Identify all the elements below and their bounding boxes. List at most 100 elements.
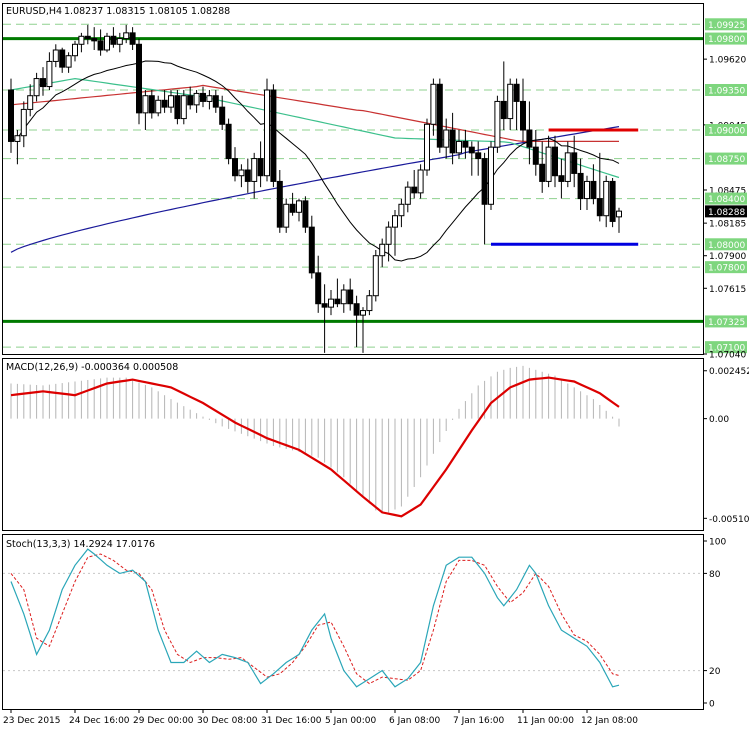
candle xyxy=(558,158,565,199)
bear-candle-body xyxy=(148,95,155,114)
price-level-tag: 1.07800 xyxy=(708,264,745,274)
candle xyxy=(449,112,456,165)
candle xyxy=(20,101,27,148)
bull-candle-body xyxy=(14,135,21,142)
bull-candle-body xyxy=(443,129,450,148)
bull-candle-body xyxy=(264,89,270,177)
bull-candle-body xyxy=(180,95,187,120)
bull-candle-body xyxy=(372,255,379,297)
bull-candle-body xyxy=(65,55,72,68)
bear-candle-body xyxy=(571,152,578,174)
bull-candle-body xyxy=(392,215,398,228)
bear-candle-body xyxy=(59,49,66,68)
bull-candle-body xyxy=(20,108,27,137)
bull-candle-body xyxy=(104,35,110,51)
candle xyxy=(436,78,443,153)
time-tick-label: 5 Jan 00:00 xyxy=(325,716,377,726)
bear-candle-body xyxy=(212,95,219,108)
candle xyxy=(430,78,437,136)
candle xyxy=(379,238,386,268)
candle xyxy=(289,192,296,216)
bull-candle-body xyxy=(545,146,552,182)
bear-candle-body xyxy=(596,198,603,217)
candle xyxy=(110,27,117,48)
bear-candle-body xyxy=(232,158,238,177)
candle xyxy=(174,90,181,125)
candle xyxy=(411,170,418,199)
bear-candle-body xyxy=(174,95,181,120)
bear-candle-body xyxy=(276,180,283,228)
bear-candle-body xyxy=(308,226,315,274)
candle xyxy=(136,38,142,125)
candle xyxy=(296,198,302,222)
price-level-tag-bg xyxy=(705,32,747,45)
bear-candle-body xyxy=(520,100,526,131)
bull-candle-body xyxy=(417,169,424,194)
macd-signal-line xyxy=(10,376,620,518)
bull-candle-body xyxy=(366,295,373,312)
time-tick-label: 12 Jan 08:00 xyxy=(581,716,638,726)
candle xyxy=(552,135,558,188)
candle xyxy=(276,170,283,233)
candle xyxy=(513,78,520,130)
bull-candle-body xyxy=(564,152,571,182)
candle xyxy=(78,32,85,53)
candle xyxy=(392,210,398,256)
price-level-tag-bg xyxy=(705,341,747,354)
candle xyxy=(315,255,322,313)
bear-candle-body xyxy=(91,38,98,42)
candle xyxy=(526,101,533,165)
price-level-tag-bg xyxy=(705,18,747,31)
bear-candle-body xyxy=(84,35,91,40)
stoch-layers xyxy=(3,548,703,688)
price-tick-label: 1.09620 xyxy=(709,56,746,66)
candle xyxy=(46,52,53,90)
candle xyxy=(603,175,610,228)
price-tick-label: 1.07040 xyxy=(709,351,746,361)
candle xyxy=(321,284,328,353)
bull-candle-body xyxy=(328,298,334,308)
bear-candle-body xyxy=(539,163,546,182)
time-tick-label: 31 Dec 16:00 xyxy=(261,716,322,726)
candle xyxy=(52,44,59,68)
candle xyxy=(417,164,424,199)
bull-candle-body xyxy=(33,78,40,97)
candle xyxy=(564,141,571,188)
green-moving-average xyxy=(10,77,620,179)
macd-tick-label: 0.00 xyxy=(709,415,729,425)
candle xyxy=(507,78,514,130)
price-level-tag: 1.08400 xyxy=(708,195,745,205)
bear-candle-body xyxy=(590,180,597,200)
bear-candle-body xyxy=(558,175,565,182)
bear-candle-body xyxy=(500,100,507,120)
bear-candle-body xyxy=(110,35,117,45)
candle xyxy=(104,32,110,53)
bull-candle-body xyxy=(116,38,123,45)
price-level-tag: 1.07325 xyxy=(708,318,745,328)
axis-layers: 1.099251.098001.096201.093501.090451.090… xyxy=(3,18,749,726)
candle xyxy=(360,307,366,353)
bear-candle-body xyxy=(161,99,168,108)
bull-candle-body xyxy=(430,83,437,125)
candle xyxy=(372,250,379,302)
price-level-tag-bg xyxy=(705,84,747,96)
stoch-tick-label: 100 xyxy=(709,538,726,548)
price-level-tag: 1.08000 xyxy=(708,241,745,251)
candle xyxy=(187,86,194,110)
price-level-tag: 1.07100 xyxy=(708,344,745,354)
bear-candle-body xyxy=(334,298,341,305)
bull-candle-body xyxy=(283,203,290,228)
candle xyxy=(398,198,405,228)
bear-candle-body xyxy=(129,32,136,45)
candle xyxy=(59,47,66,73)
bear-candle-body xyxy=(411,186,418,194)
candle xyxy=(596,152,603,222)
bear-candle-body xyxy=(321,303,328,308)
bear-candle-body xyxy=(8,89,14,142)
price-tick-label: 1.08475 xyxy=(709,187,746,197)
price-level-tag-bg xyxy=(705,315,747,328)
bear-candle-body xyxy=(353,303,360,316)
bear-candle-body xyxy=(609,180,616,222)
bear-candle-body xyxy=(552,146,558,177)
